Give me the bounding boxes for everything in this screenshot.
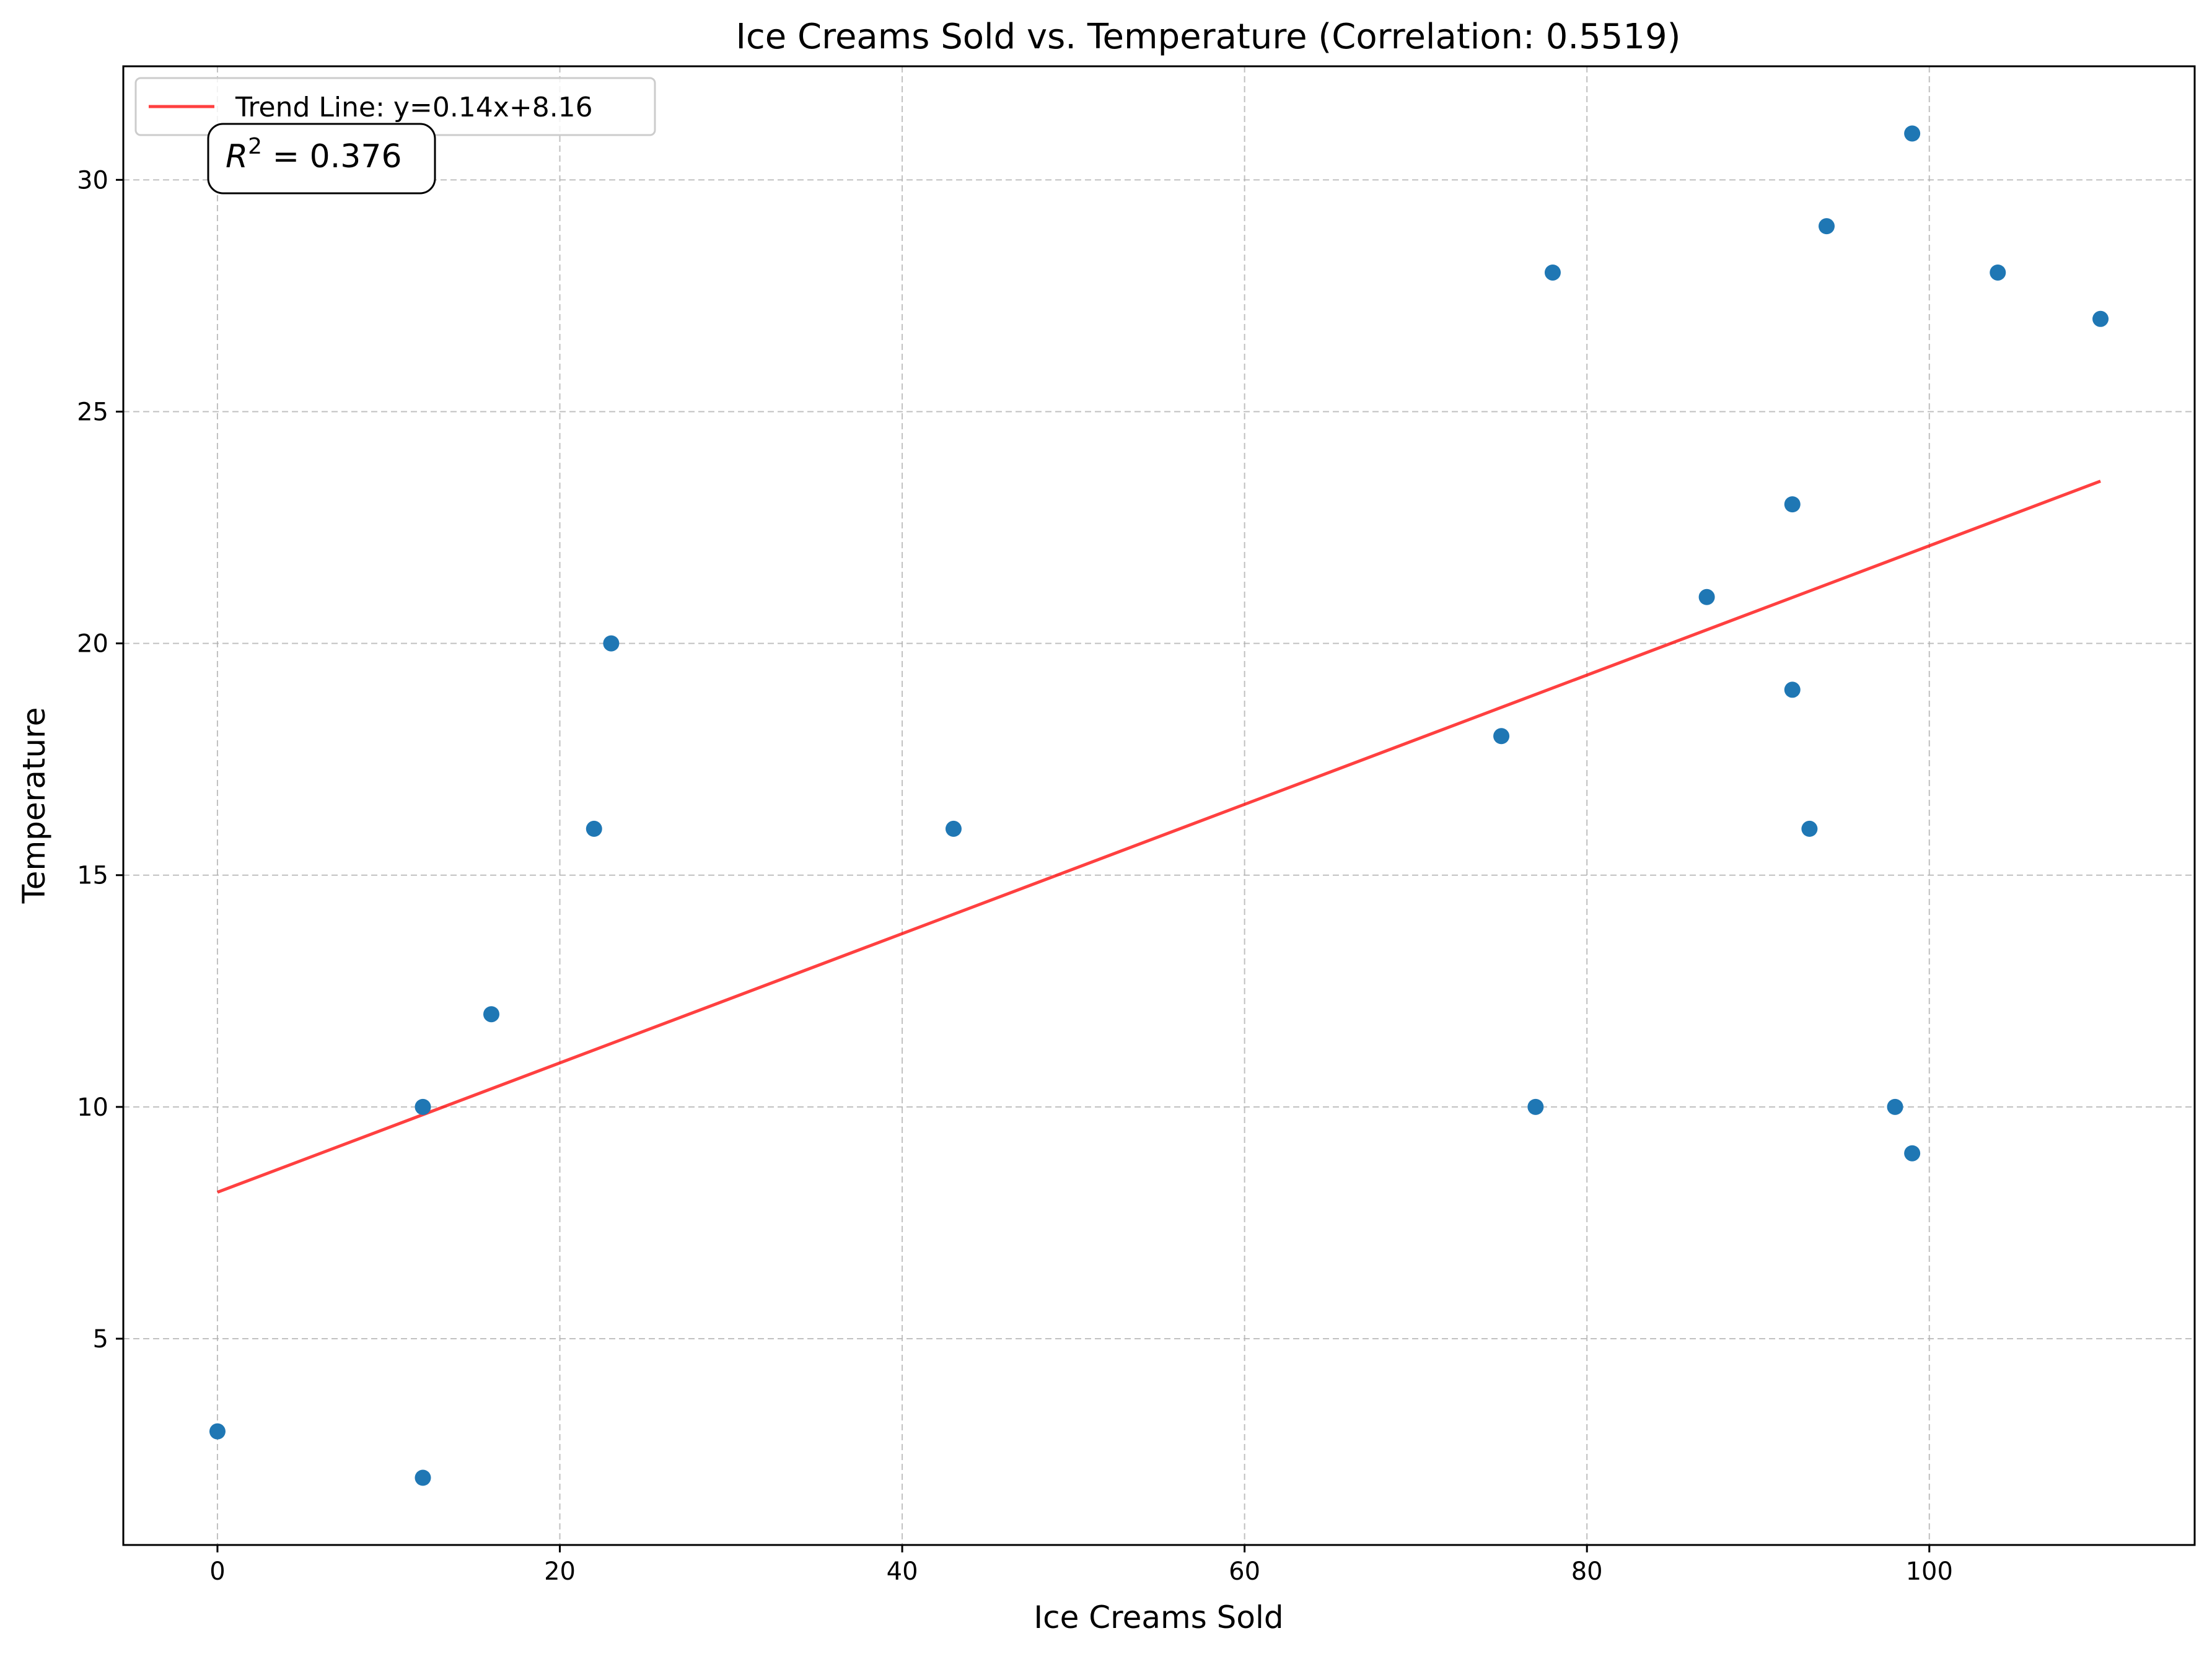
scatter-point bbox=[1801, 820, 1818, 837]
scatter-point bbox=[1544, 264, 1561, 281]
scatter-point bbox=[1904, 1145, 1921, 1162]
x-axis-ticks: 0 20 40 60 80 100 bbox=[209, 1545, 1953, 1586]
legend: Trend Line: y=0.14x+8.16 bbox=[134, 77, 656, 136]
scatter-point bbox=[1527, 1098, 1544, 1115]
scatter-point bbox=[1887, 1098, 1903, 1115]
y-tick-label: 30 bbox=[77, 166, 108, 195]
r-squared-box bbox=[207, 123, 436, 195]
r-squared-value: = 0.376 bbox=[262, 138, 402, 175]
r-squared-annotation: R2 = 0.376 bbox=[207, 123, 436, 195]
y-tick-label: 20 bbox=[77, 630, 108, 659]
scatter-point bbox=[1904, 125, 1921, 142]
scatter-point bbox=[1990, 264, 2006, 281]
scatter-points bbox=[209, 125, 2109, 1486]
y-tick-label: 15 bbox=[77, 862, 108, 890]
y-tick-label: 25 bbox=[77, 398, 108, 426]
y-axis-ticks: 5 10 15 20 25 30 bbox=[77, 166, 123, 1354]
legend-trend-label: Trend Line: y=0.14x+8.16 bbox=[235, 92, 593, 123]
r-squared-text: R2 = 0.376 bbox=[226, 134, 402, 175]
x-axis-label: Ice Creams Sold bbox=[1034, 1599, 1283, 1635]
scatter-point bbox=[586, 820, 602, 837]
y-tick-label: 5 bbox=[93, 1325, 108, 1354]
scatter-point bbox=[483, 1006, 500, 1023]
trend-line-group bbox=[217, 479, 2101, 1194]
scatter-point bbox=[2092, 310, 2109, 327]
chart-title: Ice Creams Sold vs. Temperature (Correla… bbox=[735, 17, 1680, 57]
x-tick-label: 60 bbox=[1229, 1557, 1260, 1586]
scatter-point bbox=[1698, 589, 1715, 605]
scatter-point bbox=[1493, 728, 1510, 745]
scatter-point bbox=[603, 635, 620, 652]
scatter-point bbox=[209, 1423, 226, 1440]
trend-line bbox=[217, 479, 2101, 1194]
scatter-point bbox=[1784, 496, 1801, 513]
scatter-point bbox=[1784, 681, 1801, 698]
plot-frame bbox=[122, 65, 2196, 1546]
scatter-point bbox=[1818, 218, 1835, 235]
x-tick-label: 100 bbox=[1906, 1557, 1953, 1586]
scatter-point bbox=[945, 820, 962, 837]
x-tick-label: 20 bbox=[544, 1557, 576, 1586]
x-tick-label: 80 bbox=[1571, 1557, 1603, 1586]
r-squared-exponent: 2 bbox=[248, 134, 262, 159]
x-tick-label: 0 bbox=[209, 1557, 225, 1586]
scatter-point bbox=[415, 1469, 431, 1486]
scatter-point bbox=[415, 1098, 431, 1115]
x-tick-label: 40 bbox=[887, 1557, 918, 1586]
r-squared-symbol: R bbox=[226, 138, 248, 175]
y-tick-label: 10 bbox=[77, 1093, 108, 1122]
y-axis-label: Temperature bbox=[16, 707, 52, 904]
